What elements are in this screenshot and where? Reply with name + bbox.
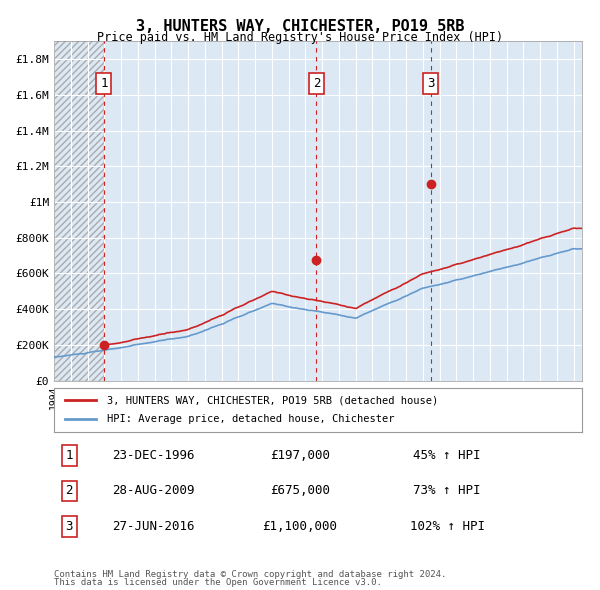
Text: £1,100,000: £1,100,000 xyxy=(263,520,337,533)
Text: £675,000: £675,000 xyxy=(270,484,330,497)
Text: 1: 1 xyxy=(65,449,73,462)
Text: 28-AUG-2009: 28-AUG-2009 xyxy=(112,484,194,497)
Text: HPI: Average price, detached house, Chichester: HPI: Average price, detached house, Chic… xyxy=(107,415,394,424)
Text: Price paid vs. HM Land Registry's House Price Index (HPI): Price paid vs. HM Land Registry's House … xyxy=(97,31,503,44)
Text: 23-DEC-1996: 23-DEC-1996 xyxy=(112,449,194,462)
Text: 3: 3 xyxy=(427,77,435,90)
Text: This data is licensed under the Open Government Licence v3.0.: This data is licensed under the Open Gov… xyxy=(54,578,382,587)
Text: Contains HM Land Registry data © Crown copyright and database right 2024.: Contains HM Land Registry data © Crown c… xyxy=(54,570,446,579)
Text: 3, HUNTERS WAY, CHICHESTER, PO19 5RB: 3, HUNTERS WAY, CHICHESTER, PO19 5RB xyxy=(136,19,464,34)
Text: 2: 2 xyxy=(65,484,73,497)
Text: 27-JUN-2016: 27-JUN-2016 xyxy=(112,520,194,533)
Text: 3: 3 xyxy=(65,520,73,533)
Text: 1: 1 xyxy=(100,77,107,90)
Text: 102% ↑ HPI: 102% ↑ HPI xyxy=(409,520,485,533)
Bar xyxy=(54,41,104,381)
Text: 3, HUNTERS WAY, CHICHESTER, PO19 5RB (detached house): 3, HUNTERS WAY, CHICHESTER, PO19 5RB (de… xyxy=(107,395,438,405)
Text: 45% ↑ HPI: 45% ↑ HPI xyxy=(413,449,481,462)
Text: 73% ↑ HPI: 73% ↑ HPI xyxy=(413,484,481,497)
Text: 2: 2 xyxy=(313,77,320,90)
Text: £197,000: £197,000 xyxy=(270,449,330,462)
